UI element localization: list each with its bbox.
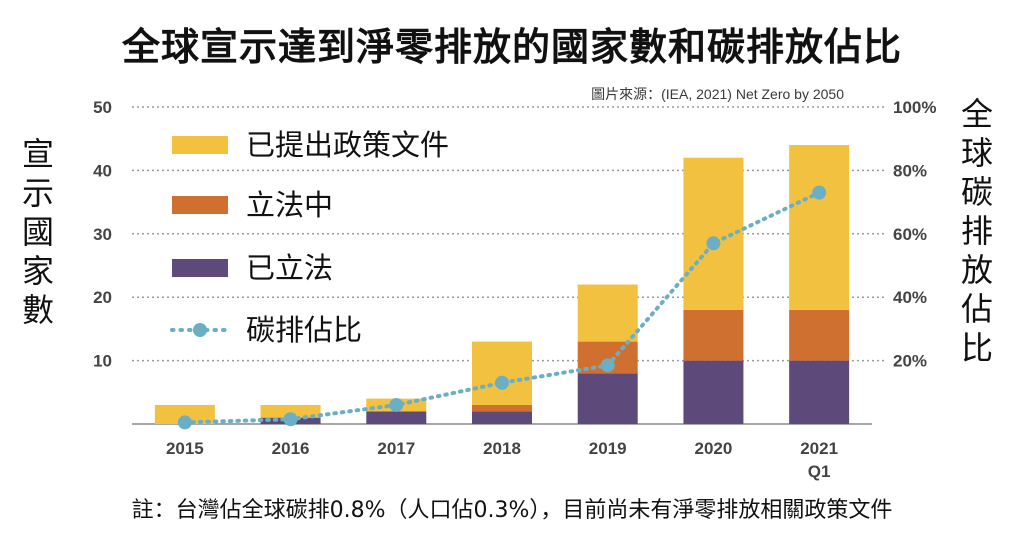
legend-label: 已立法 [246,251,333,285]
share-point [706,236,721,251]
bar-proposed [789,145,850,310]
right-axis-label: 全 球 碳 排 放 佔 比 [957,95,997,368]
right-axis-char: 排 [960,212,993,250]
y2-tick-label: 60% [893,225,927,244]
left-axis-label: 宣 示 國 家 數 [18,135,58,330]
x-tick-label: 2015 [166,439,204,458]
x-tick-label: 2016 [272,439,310,458]
right-axis-char: 放 [960,251,993,289]
x-tick-label: Q1 [808,462,831,481]
bar-legislated [789,360,850,424]
right-axis-char: 比 [960,329,993,367]
bar-legislated [366,411,427,424]
legend-label: 已提出政策文件 [246,128,449,162]
x-tick-label: 2020 [695,439,733,458]
share-point [283,412,298,427]
y2-tick-label: 20% [893,352,927,371]
bar-legislating [789,309,850,361]
y-tick-label: 10 [93,352,112,371]
source-note: 圖片來源：(IEA, 2021) Net Zero by 2050 [591,86,844,102]
bar-proposed [683,157,744,310]
y-tick-label: 50 [93,98,112,117]
legend-label: 碳排佔比 [246,313,362,347]
right-axis-char: 全 [960,95,993,133]
footnote: 註：台灣佔全球碳排0.8%（人口佔0.3%），目前尚未有淨零排放相關政策文件 [131,498,893,523]
left-axis-char: 數 [21,291,54,329]
right-axis-char: 球 [960,134,993,172]
bar-proposed [472,341,532,405]
bar-legislating [472,404,532,412]
bar-proposed [154,404,215,424]
x-tick-label: 2018 [483,439,521,458]
y-tick-label: 20 [93,288,112,307]
bar-legislating [683,309,744,361]
right-axis-char: 碳 [960,173,993,211]
bar-proposed [260,404,321,418]
bar-proposed [577,284,638,342]
legend-swatch-legislated [172,259,228,277]
left-axis-char: 示 [21,174,54,212]
bar-legislated [472,411,532,424]
left-axis-char: 家 [21,252,54,290]
share-point [389,397,404,412]
y-tick-label: 30 [93,225,112,244]
x-tick-label: 2019 [589,439,627,458]
share-point [812,185,827,200]
y2-tick-label: 80% [893,161,927,180]
x-tick-label: 2017 [377,439,415,458]
right-axis-char: 佔 [960,290,993,328]
legend-label: 立法中 [246,188,333,222]
y2-tick-label: 100% [893,98,936,117]
share-point [495,375,509,390]
x-tick-label: 2021 [800,439,838,458]
bar-legislated [683,360,744,424]
legend-swatch-legislating [172,196,228,214]
legend-swatch-proposed [172,136,228,154]
chart-title: 全球宣示達到淨零排放的國家數和碳排放佔比 [121,25,902,69]
legend-swatch-share-marker [193,323,207,337]
y-tick-label: 40 [93,161,112,180]
share-point [600,358,615,373]
y2-tick-label: 40% [893,288,927,307]
left-axis-char: 宣 [21,135,54,173]
left-axis-char: 國 [21,213,54,251]
share-point [177,415,192,430]
bar-legislated [577,373,638,424]
